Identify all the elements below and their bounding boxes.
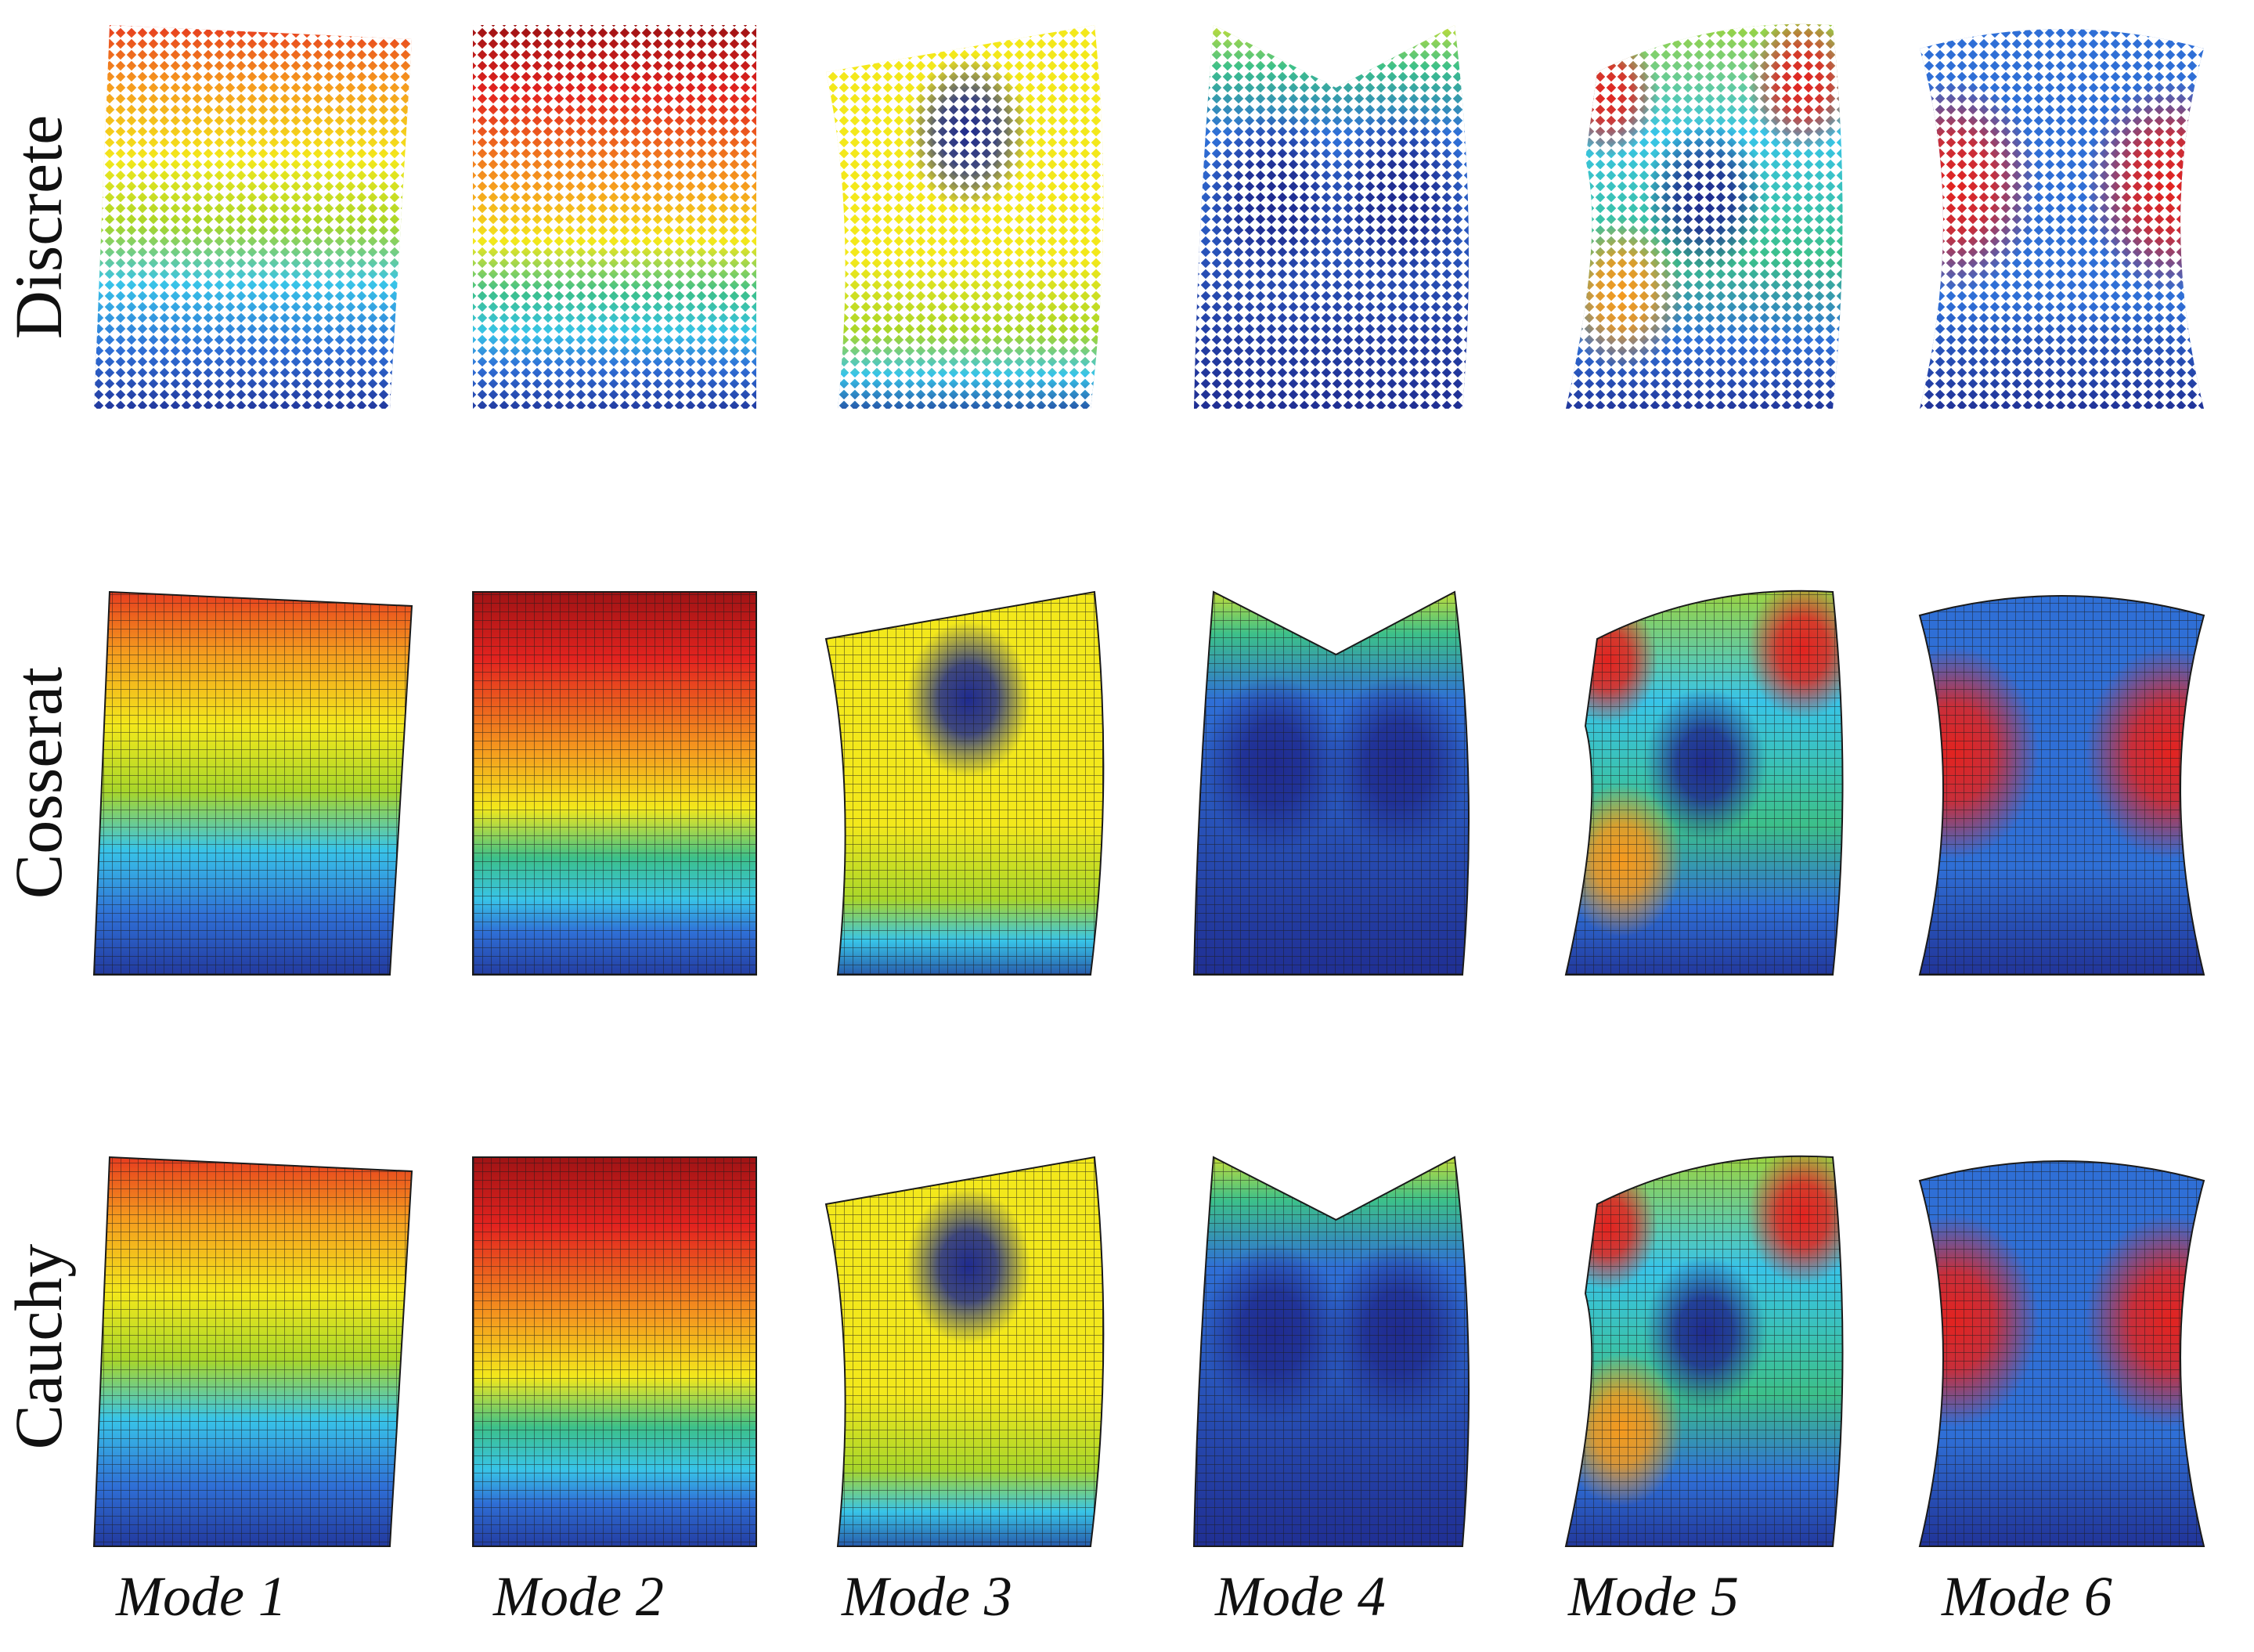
mode-panel-cosserat-1 <box>92 590 413 976</box>
mode-panel-discrete-1 <box>94 25 412 409</box>
mode-panel-cauchy-5 <box>1564 1155 1844 1547</box>
row-label-cosserat: Cosserat <box>1 667 76 899</box>
mode-panel-cauchy-2 <box>472 1156 757 1547</box>
row-label-cauchy: Cauchy <box>1 1244 76 1450</box>
column-label-mode-4: Mode 4 <box>1214 1565 1386 1628</box>
column-label-mode-2: Mode 2 <box>492 1565 664 1628</box>
mode-panel-discrete-6 <box>1920 29 2204 409</box>
mode-panel-cosserat-5 <box>1564 590 1844 976</box>
column-label-mode-1: Mode 1 <box>115 1565 287 1628</box>
row-label-discrete: Discrete <box>1 115 76 340</box>
mode-panel-cauchy-6 <box>1918 1160 2205 1547</box>
column-label-mode-6: Mode 6 <box>1941 1565 2112 1628</box>
mode-panel-discrete-4 <box>1194 25 1469 409</box>
mode-panel-discrete-3 <box>826 25 1104 409</box>
mode-panel-discrete-2 <box>473 25 756 409</box>
mode-panel-cosserat-4 <box>1192 590 1470 976</box>
mode-panel-discrete-5 <box>1566 23 1843 409</box>
mode-panel-cauchy-4 <box>1192 1156 1470 1547</box>
mode-panel-cosserat-3 <box>824 590 1105 976</box>
mode-panel-cosserat-6 <box>1918 595 2205 976</box>
column-label-mode-3: Mode 3 <box>841 1565 1012 1628</box>
column-label-mode-5: Mode 5 <box>1567 1565 1739 1628</box>
mode-panels <box>92 23 2205 1547</box>
mode-panel-cauchy-1 <box>92 1156 413 1547</box>
mode-panel-cosserat-2 <box>472 591 757 976</box>
mode-panel-cauchy-3 <box>824 1156 1105 1547</box>
